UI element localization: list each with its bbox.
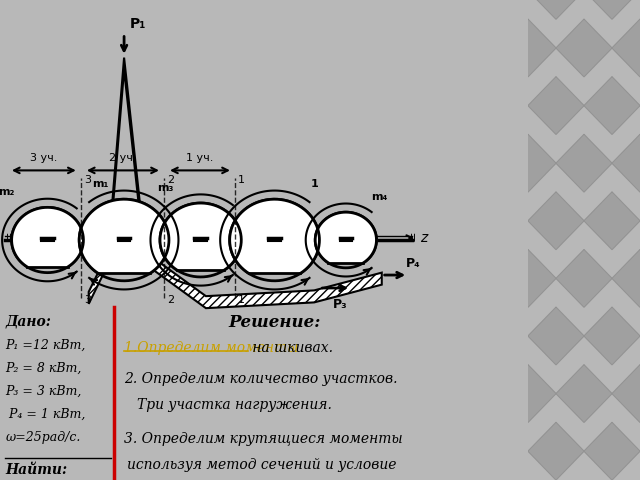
Polygon shape bbox=[612, 134, 640, 192]
Polygon shape bbox=[160, 203, 241, 270]
Text: 1: 1 bbox=[238, 295, 245, 305]
Polygon shape bbox=[500, 19, 556, 77]
Polygon shape bbox=[584, 307, 640, 365]
Text: Решение:: Решение: bbox=[228, 314, 321, 331]
Text: m₄: m₄ bbox=[371, 192, 387, 202]
Polygon shape bbox=[316, 212, 376, 263]
Polygon shape bbox=[528, 0, 584, 19]
Text: =: = bbox=[3, 230, 15, 240]
Polygon shape bbox=[528, 77, 584, 134]
Text: P₄: P₄ bbox=[406, 257, 420, 270]
Text: P₃ = 3 кВт,: P₃ = 3 кВт, bbox=[5, 384, 82, 397]
Text: 3 уч.: 3 уч. bbox=[30, 153, 58, 163]
Polygon shape bbox=[500, 134, 556, 192]
Polygon shape bbox=[584, 0, 640, 19]
Text: 1: 1 bbox=[238, 175, 245, 185]
Text: на шкивах.: на шкивах. bbox=[248, 341, 333, 355]
Polygon shape bbox=[230, 199, 319, 274]
Text: Дано:: Дано: bbox=[5, 314, 51, 328]
Polygon shape bbox=[500, 365, 556, 422]
Polygon shape bbox=[12, 207, 83, 267]
Text: P₂ = 8 кВт,: P₂ = 8 кВт, bbox=[5, 361, 82, 374]
Polygon shape bbox=[584, 192, 640, 250]
Polygon shape bbox=[472, 192, 528, 250]
Text: используя метод сечений и условие: используя метод сечений и условие bbox=[127, 458, 396, 472]
Polygon shape bbox=[556, 19, 612, 77]
Polygon shape bbox=[472, 422, 528, 480]
Text: 2: 2 bbox=[167, 175, 174, 185]
Polygon shape bbox=[556, 365, 612, 422]
Text: 1.Определим моменты: 1.Определим моменты bbox=[124, 341, 298, 355]
Text: ω=25рад/с.: ω=25рад/с. bbox=[5, 431, 81, 444]
Polygon shape bbox=[472, 77, 528, 134]
Polygon shape bbox=[79, 199, 169, 274]
Polygon shape bbox=[556, 250, 612, 307]
Polygon shape bbox=[528, 307, 584, 365]
Text: 2. Определим количество участков.: 2. Определим количество участков. bbox=[124, 372, 397, 386]
Text: 2: 2 bbox=[167, 295, 174, 305]
Text: P₄ = 1 кВт,: P₄ = 1 кВт, bbox=[5, 408, 86, 420]
Text: =: = bbox=[406, 230, 420, 240]
Text: Три участка нагружения.: Три участка нагружения. bbox=[138, 398, 332, 412]
Text: 2 уч.: 2 уч. bbox=[109, 153, 137, 163]
Polygon shape bbox=[612, 250, 640, 307]
Polygon shape bbox=[584, 422, 640, 480]
Text: 3. Определим крутящиеся моменты: 3. Определим крутящиеся моменты bbox=[124, 432, 403, 446]
Text: m₂: m₂ bbox=[0, 187, 15, 197]
Polygon shape bbox=[556, 134, 612, 192]
Polygon shape bbox=[472, 307, 528, 365]
Polygon shape bbox=[528, 422, 584, 480]
Text: Найти:: Найти: bbox=[5, 463, 67, 477]
Polygon shape bbox=[528, 192, 584, 250]
Text: z: z bbox=[420, 231, 427, 245]
Polygon shape bbox=[612, 365, 640, 422]
Polygon shape bbox=[472, 0, 528, 19]
Polygon shape bbox=[89, 58, 381, 308]
Polygon shape bbox=[584, 77, 640, 134]
Text: 3: 3 bbox=[84, 295, 91, 305]
Polygon shape bbox=[612, 19, 640, 77]
Text: P₃: P₃ bbox=[333, 298, 348, 311]
Polygon shape bbox=[500, 250, 556, 307]
Text: P₁ =12 кВт,: P₁ =12 кВт, bbox=[5, 338, 86, 351]
Text: 1: 1 bbox=[310, 179, 318, 189]
Text: 3: 3 bbox=[84, 175, 91, 185]
Text: P₁: P₁ bbox=[129, 17, 146, 31]
Text: m₁: m₁ bbox=[92, 179, 109, 189]
Text: 1 уч.: 1 уч. bbox=[186, 153, 214, 163]
Text: m₃: m₃ bbox=[157, 183, 173, 193]
